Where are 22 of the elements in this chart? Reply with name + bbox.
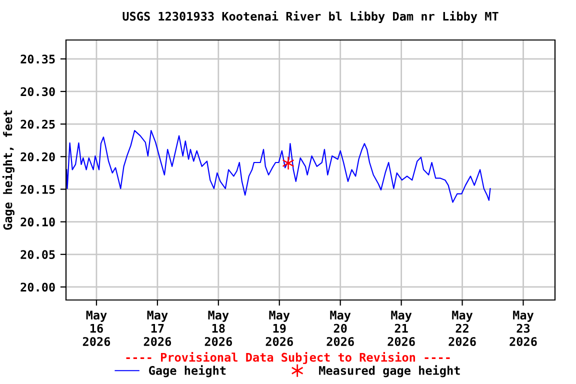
line-series <box>66 130 491 203</box>
y-tick-label: 20.30 <box>20 87 55 96</box>
x-tick-label: May 20 2026 <box>326 310 354 346</box>
legend-label: Gage height <box>149 365 226 378</box>
x-tick-label: May 23 2026 <box>510 310 537 346</box>
x-tick-label: May 19 2026 <box>266 310 293 346</box>
y-tick-label: 20.20 <box>20 152 55 162</box>
y-tick-label: 20.10 <box>20 218 55 226</box>
x-tick-label: May 18 2026 <box>204 310 232 346</box>
x-tick-label: May 16 2026 <box>82 310 110 346</box>
text: ---- Provisional Data Subject to Revision ---- <box>126 352 450 364</box>
y-axis-title: Gage height, feet <box>2 110 14 230</box>
y-tick-label: 20.00 <box>20 282 55 292</box>
y-tick-label: 20.25 <box>20 120 55 129</box>
y-tick-label: 20.35 <box>20 54 55 64</box>
x-tick-label: May 22 2026 <box>448 310 476 346</box>
y-tick-label: 20.15 <box>20 184 55 194</box>
y-tick-label: 20.05 <box>20 250 55 260</box>
x-tick-label: May 21 2026 <box>388 310 415 346</box>
legend-label: Measured gage height <box>319 365 460 378</box>
x-tick-label: May 17 2026 <box>144 310 172 346</box>
chart-title: USGS 12301933 Kootenai River bl Libby Dam nr Libby MT <box>122 10 498 23</box>
